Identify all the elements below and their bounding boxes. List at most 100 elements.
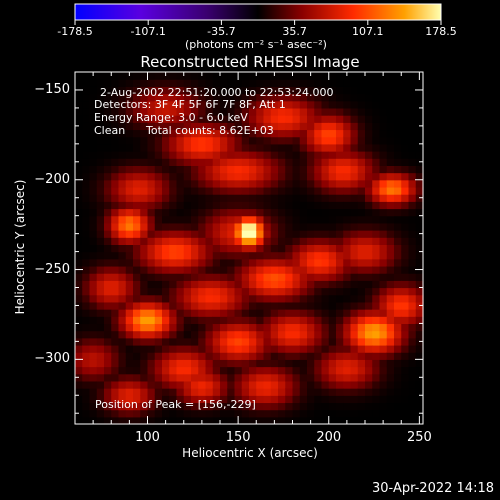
heatmap-cell: [408, 194, 417, 202]
x-tick-label: 250: [406, 430, 432, 445]
heatmap-cell: [220, 179, 228, 188]
heatmap-cell: [379, 222, 388, 231]
heatmap-cell: [314, 201, 323, 210]
heatmap-cell: [270, 366, 279, 375]
heatmap-cell: [220, 409, 228, 418]
heatmap-cell: [350, 388, 359, 396]
heatmap-cell: [336, 86, 344, 95]
heatmap-cell: [249, 409, 257, 418]
heatmap-cell: [198, 395, 207, 404]
heatmap-cell: [125, 107, 134, 116]
heatmap-cell: [89, 316, 98, 325]
heatmap-cell: [270, 165, 279, 174]
heatmap-cell: [82, 143, 91, 152]
heatmap-cell: [386, 273, 395, 281]
heatmap-cell: [365, 244, 373, 253]
heatmap-cell: [96, 79, 105, 87]
heatmap-cell: [408, 93, 417, 102]
heatmap-cell: [278, 100, 286, 109]
heatmap-cell: [372, 194, 381, 202]
heatmap-cell: [321, 251, 330, 260]
heatmap-cell: [357, 201, 366, 210]
heatmap-cell: [394, 273, 402, 281]
heatmap-cell: [328, 222, 337, 231]
heatmap-cell: [82, 280, 91, 289]
heatmap-cell: [343, 258, 352, 267]
heatmap-cell: [140, 388, 149, 396]
heatmap-cell: [176, 115, 185, 123]
heatmap-cell: [415, 323, 424, 332]
heatmap-cell: [96, 115, 105, 123]
heatmap-cell: [75, 237, 83, 245]
heatmap-cell: [372, 100, 381, 109]
heatmap-cell: [104, 237, 112, 245]
heatmap-cell: [125, 309, 134, 317]
heatmap-cell: [183, 165, 192, 174]
heatmap-cell: [357, 107, 366, 116]
colorbar-ticks: [74, 20, 442, 25]
heatmap-cell: [379, 330, 388, 339]
heatmap-cell: [176, 388, 185, 396]
heatmap-cell: [220, 352, 228, 360]
heatmap-cell: [96, 409, 105, 418]
heatmap-cell: [125, 258, 134, 267]
heatmap-cell: [299, 344, 308, 353]
heatmap-cell: [176, 323, 185, 332]
heatmap-cell: [285, 143, 294, 152]
heatmap-cell: [104, 172, 112, 181]
heatmap-cell: [408, 366, 417, 375]
heatmap-cell: [191, 294, 199, 303]
heatmap-cell: [234, 366, 243, 375]
heatmap-cell: [336, 409, 344, 418]
heatmap-cell: [205, 388, 214, 396]
heatmap-cell: [96, 352, 105, 360]
heatmap-cell: [154, 122, 163, 131]
heatmap-cell: [415, 93, 424, 102]
heatmap-cell: [401, 344, 410, 353]
heatmap-cell: [169, 79, 178, 87]
heatmap-cell: [205, 129, 214, 138]
heatmap-cell: [285, 301, 294, 310]
heatmap-cell: [357, 380, 366, 389]
heatmap-cell: [111, 273, 120, 281]
heatmap-cell: [205, 395, 214, 404]
heatmap-cell: [299, 273, 308, 281]
heatmap-cell: [82, 402, 91, 411]
heatmap-cell: [372, 294, 381, 303]
heatmap-cell: [307, 115, 315, 123]
heatmap-cell: [82, 251, 91, 260]
heatmap-cell: [176, 273, 185, 281]
heatmap-cell: [183, 115, 192, 123]
heatmap-cell: [140, 122, 149, 131]
heatmap-cell: [350, 186, 359, 195]
heatmap-cell: [401, 122, 410, 131]
heatmap-cell: [154, 359, 163, 368]
heatmap-cell: [328, 244, 337, 253]
heatmap-cell: [285, 136, 294, 145]
heatmap-cell: [408, 280, 417, 289]
heatmap-cell: [140, 402, 149, 411]
heatmap-cell: [176, 352, 185, 360]
heatmap-cell: [183, 344, 192, 353]
heatmap-cell: [314, 100, 323, 109]
heatmap-cell: [133, 301, 141, 310]
heatmap-cell: [147, 93, 156, 102]
heatmap-cell: [307, 179, 315, 188]
heatmap-cell: [307, 143, 315, 152]
heatmap-cell: [169, 380, 178, 389]
heatmap-cell: [169, 373, 178, 382]
heatmap-cell: [350, 258, 359, 267]
heatmap-cell: [111, 337, 120, 346]
heatmap-cell: [212, 179, 221, 188]
heatmap-cell: [234, 100, 243, 109]
heatmap-cell: [336, 165, 344, 174]
heatmap-cell: [89, 352, 98, 360]
heatmap-cell: [198, 294, 207, 303]
heatmap-cell: [415, 186, 424, 195]
heatmap-cell: [394, 86, 402, 95]
heatmap-cell: [162, 215, 170, 224]
heatmap-cell: [292, 201, 301, 210]
heatmap-cell: [394, 330, 402, 339]
heatmap-cell: [336, 244, 344, 253]
heatmap-cell: [249, 72, 257, 80]
